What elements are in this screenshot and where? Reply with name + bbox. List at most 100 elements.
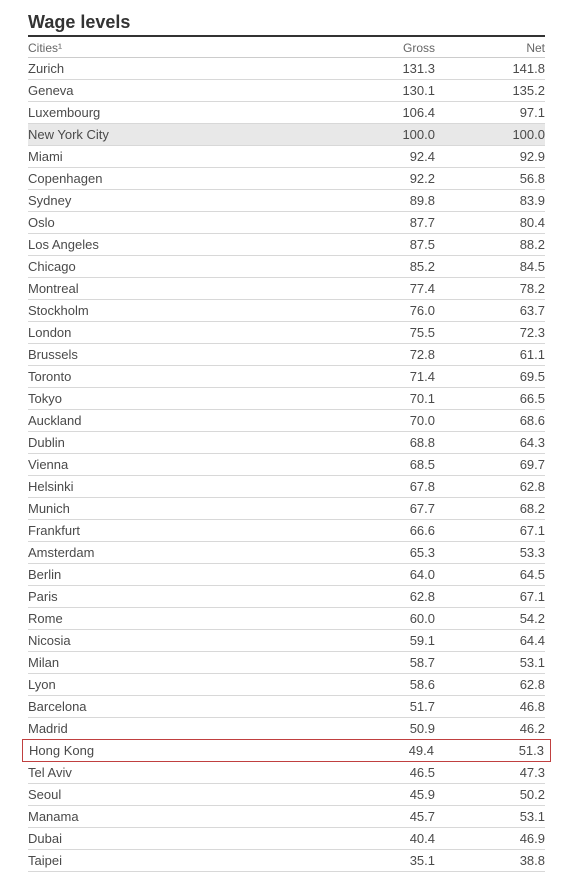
cell-city: Madrid (28, 721, 325, 736)
cell-net: 84.5 (435, 259, 545, 274)
cell-gross: 58.7 (325, 655, 435, 670)
cell-net: 88.2 (435, 237, 545, 252)
cell-city: Sydney (28, 193, 325, 208)
cell-net: 72.3 (435, 325, 545, 340)
cell-gross: 68.5 (325, 457, 435, 472)
table-row: Luxembourg106.497.1 (28, 102, 545, 124)
cell-gross: 92.2 (325, 171, 435, 186)
table-row: Brussels72.861.1 (28, 344, 545, 366)
table-row: Amsterdam65.353.3 (28, 542, 545, 564)
cell-city: Auckland (28, 413, 325, 428)
cell-gross: 46.5 (325, 765, 435, 780)
cell-gross: 67.7 (325, 501, 435, 516)
cell-city: New York City (28, 127, 325, 142)
cell-net: 64.5 (435, 567, 545, 582)
table-row: Berlin64.064.5 (28, 564, 545, 586)
cell-city: Barcelona (28, 699, 325, 714)
cell-city: Milan (28, 655, 325, 670)
table-row: Zurich131.3141.8 (28, 58, 545, 80)
table-row: Paris62.867.1 (28, 586, 545, 608)
cell-net: 54.2 (435, 611, 545, 626)
cell-city: Copenhagen (28, 171, 325, 186)
table-row: Frankfurt66.667.1 (28, 520, 545, 542)
cell-city: Toronto (28, 369, 325, 384)
table-title: Wage levels (28, 12, 545, 33)
table-row: Miami92.492.9 (28, 146, 545, 168)
cell-city: Dubai (28, 831, 325, 846)
cell-city: Nicosia (28, 633, 325, 648)
table-row: Tel Aviv46.547.3 (28, 762, 545, 784)
cell-gross: 89.8 (325, 193, 435, 208)
cell-gross: 130.1 (325, 83, 435, 98)
cell-net: 53.1 (435, 809, 545, 824)
cell-net: 66.5 (435, 391, 545, 406)
header-city: Cities¹ (28, 41, 325, 55)
title-section: Wage levels (28, 12, 545, 37)
table-row: Sydney89.883.9 (28, 190, 545, 212)
table-row: Vienna68.569.7 (28, 454, 545, 476)
cell-city: Manama (28, 809, 325, 824)
cell-gross: 85.2 (325, 259, 435, 274)
cell-city: Chicago (28, 259, 325, 274)
cell-net: 67.1 (435, 589, 545, 604)
cell-net: 46.9 (435, 831, 545, 846)
table-row: Taipei35.138.8 (28, 850, 545, 872)
cell-city: Oslo (28, 215, 325, 230)
table-row: Dubai40.446.9 (28, 828, 545, 850)
cell-city: Brussels (28, 347, 325, 362)
cell-net: 97.1 (435, 105, 545, 120)
cell-city: Seoul (28, 787, 325, 802)
cell-net: 135.2 (435, 83, 545, 98)
cell-net: 68.6 (435, 413, 545, 428)
wage-table-container: Wage levels Cities¹ Gross Net Zurich131.… (28, 12, 545, 872)
cell-gross: 100.0 (325, 127, 435, 142)
header-net: Net (435, 41, 545, 55)
cell-gross: 70.1 (325, 391, 435, 406)
cell-city: Tokyo (28, 391, 325, 406)
table-row: Copenhagen92.256.8 (28, 168, 545, 190)
table-header-row: Cities¹ Gross Net (28, 39, 545, 58)
table-row: Oslo87.780.4 (28, 212, 545, 234)
cell-gross: 92.4 (325, 149, 435, 164)
cell-gross: 50.9 (325, 721, 435, 736)
cell-gross: 71.4 (325, 369, 435, 384)
cell-gross: 45.9 (325, 787, 435, 802)
cell-city: Dublin (28, 435, 325, 450)
cell-gross: 40.4 (325, 831, 435, 846)
cell-gross: 49.4 (324, 743, 434, 758)
cell-gross: 64.0 (325, 567, 435, 582)
table-row: Barcelona51.746.8 (28, 696, 545, 718)
cell-net: 61.1 (435, 347, 545, 362)
cell-city: Vienna (28, 457, 325, 472)
table-row: Auckland70.068.6 (28, 410, 545, 432)
cell-city: Rome (28, 611, 325, 626)
cell-city: Berlin (28, 567, 325, 582)
cell-net: 68.2 (435, 501, 545, 516)
cell-gross: 68.8 (325, 435, 435, 450)
cell-city: Geneva (28, 83, 325, 98)
cell-net: 62.8 (435, 677, 545, 692)
cell-net: 47.3 (435, 765, 545, 780)
cell-gross: 87.7 (325, 215, 435, 230)
cell-gross: 131.3 (325, 61, 435, 76)
table-row: Tokyo70.166.5 (28, 388, 545, 410)
table-row: Madrid50.946.2 (28, 718, 545, 740)
cell-net: 46.8 (435, 699, 545, 714)
cell-gross: 75.5 (325, 325, 435, 340)
cell-net: 80.4 (435, 215, 545, 230)
cell-net: 53.3 (435, 545, 545, 560)
cell-city: Hong Kong (29, 743, 324, 758)
cell-gross: 77.4 (325, 281, 435, 296)
cell-net: 62.8 (435, 479, 545, 494)
table-row: Milan58.753.1 (28, 652, 545, 674)
table-row: Seoul45.950.2 (28, 784, 545, 806)
cell-net: 69.7 (435, 457, 545, 472)
cell-city: Amsterdam (28, 545, 325, 560)
table-row: Stockholm76.063.7 (28, 300, 545, 322)
cell-gross: 70.0 (325, 413, 435, 428)
cell-city: London (28, 325, 325, 340)
cell-net: 92.9 (435, 149, 545, 164)
table-row: Helsinki67.862.8 (28, 476, 545, 498)
table-row: Montreal77.478.2 (28, 278, 545, 300)
cell-net: 56.8 (435, 171, 545, 186)
